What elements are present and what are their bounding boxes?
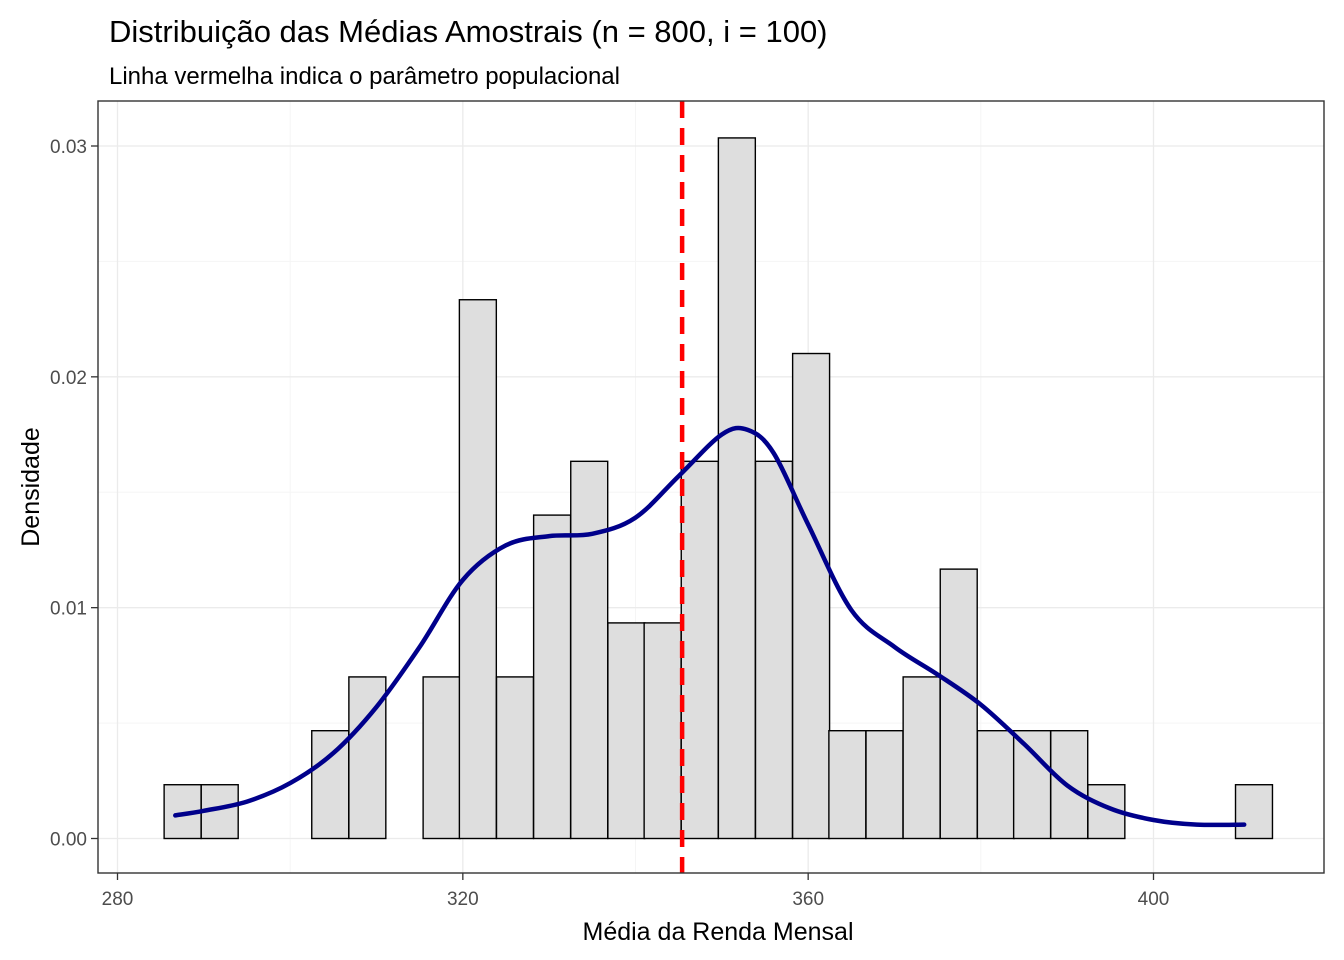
panel-border	[97, 100, 1325, 874]
histogram-bar	[1234, 784, 1274, 840]
histogram-bar	[570, 460, 609, 840]
histogram-bar	[680, 460, 719, 840]
histogram-bar	[422, 676, 461, 840]
chart-title: Distribuição das Médias Amostrais (n = 8…	[109, 14, 828, 49]
histogram-bar	[902, 676, 941, 840]
chart-subtitle: Linha vermelha indica o parâmetro popula…	[109, 63, 620, 90]
y-axis: 0.00 0.01 0.02 0.03	[50, 137, 98, 851]
x-axis: 280 320 360 400	[102, 873, 1170, 910]
histogram-bar	[495, 676, 535, 840]
histogram-bar	[976, 730, 1016, 840]
x-tick-label: 320	[447, 889, 479, 910]
y-tick-label: 0.02	[50, 368, 87, 389]
histogram-bar	[939, 568, 978, 840]
density-curve	[173, 425, 1247, 828]
histogram-bar	[717, 137, 757, 840]
histogram-bar	[458, 299, 498, 840]
x-tick-label: 280	[102, 889, 134, 910]
histogram-bar	[643, 622, 682, 840]
histogram-bar	[791, 352, 831, 840]
histogram-bar	[828, 730, 867, 840]
histogram-bar	[1012, 730, 1052, 840]
y-tick-label: 0.01	[50, 599, 87, 620]
histogram-bar	[754, 460, 794, 840]
x-axis-title: Média da Renda Mensal	[583, 918, 854, 946]
x-tick-label: 400	[1138, 889, 1170, 910]
y-tick-label: 0.00	[50, 830, 87, 851]
histogram-bar	[865, 730, 904, 840]
histogram-bars	[163, 137, 1274, 840]
y-axis-title: Densidade	[17, 427, 45, 547]
x-tick-label: 360	[792, 889, 824, 910]
histogram-bar	[532, 514, 572, 840]
histogram-bar	[607, 622, 646, 840]
y-tick-label: 0.03	[50, 137, 87, 158]
histogram-bar	[311, 730, 350, 840]
